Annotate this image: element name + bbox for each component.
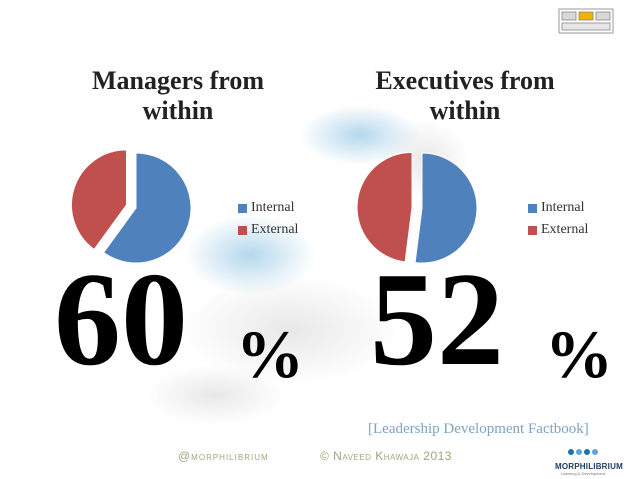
- brand-tagline: Learning & Development: [560, 471, 606, 476]
- brand-logo-icon: [558, 8, 614, 34]
- legend-label-external: External: [541, 222, 589, 237]
- legend-swatch-internal: [528, 203, 537, 213]
- legend-swatch-external: [238, 225, 247, 235]
- legend-item-external: External: [528, 219, 588, 241]
- footer-copyright: © Naveed Khawaja 2013: [320, 449, 452, 463]
- source-citation: [Leadership Development Factbook]: [368, 421, 589, 437]
- legend-label-external: External: [251, 222, 299, 237]
- pie-slice-internal: [102, 152, 192, 264]
- legend-item-external: External: [238, 219, 298, 241]
- legend-label-internal: Internal: [251, 200, 295, 215]
- legend-swatch-external: [528, 225, 537, 235]
- legend-label-internal: Internal: [541, 200, 585, 215]
- legend-swatch-internal: [238, 203, 247, 213]
- pie-slice-external: [71, 149, 127, 251]
- legend-executives: Internal External: [528, 197, 588, 241]
- brand-name: MORPHILIBRIUM: [555, 462, 623, 471]
- percent-sign-executives: %: [545, 316, 613, 392]
- highlight-value-managers: 60: [54, 245, 188, 393]
- highlight-value-executives: 52: [370, 245, 504, 393]
- legend-item-internal: Internal: [528, 197, 588, 219]
- pie-chart-managers: [71, 149, 192, 264]
- brand-footer-logo: MORPHILIBRIUM Learning & Development: [555, 444, 623, 476]
- brand-figures-icon: [568, 449, 598, 455]
- pie-slice-internal: [414, 152, 478, 264]
- footer-social-handle: @morphilibrium: [178, 449, 269, 463]
- percent-sign-managers: %: [236, 316, 304, 392]
- legend-managers: Internal External: [238, 197, 298, 241]
- pie-chart-executives: [356, 151, 478, 264]
- pie-slice-external: [356, 151, 413, 263]
- legend-item-internal: Internal: [238, 197, 298, 219]
- chart-title-executives: Executives from within: [375, 66, 555, 125]
- chart-title-managers: Managers from within: [91, 66, 265, 125]
